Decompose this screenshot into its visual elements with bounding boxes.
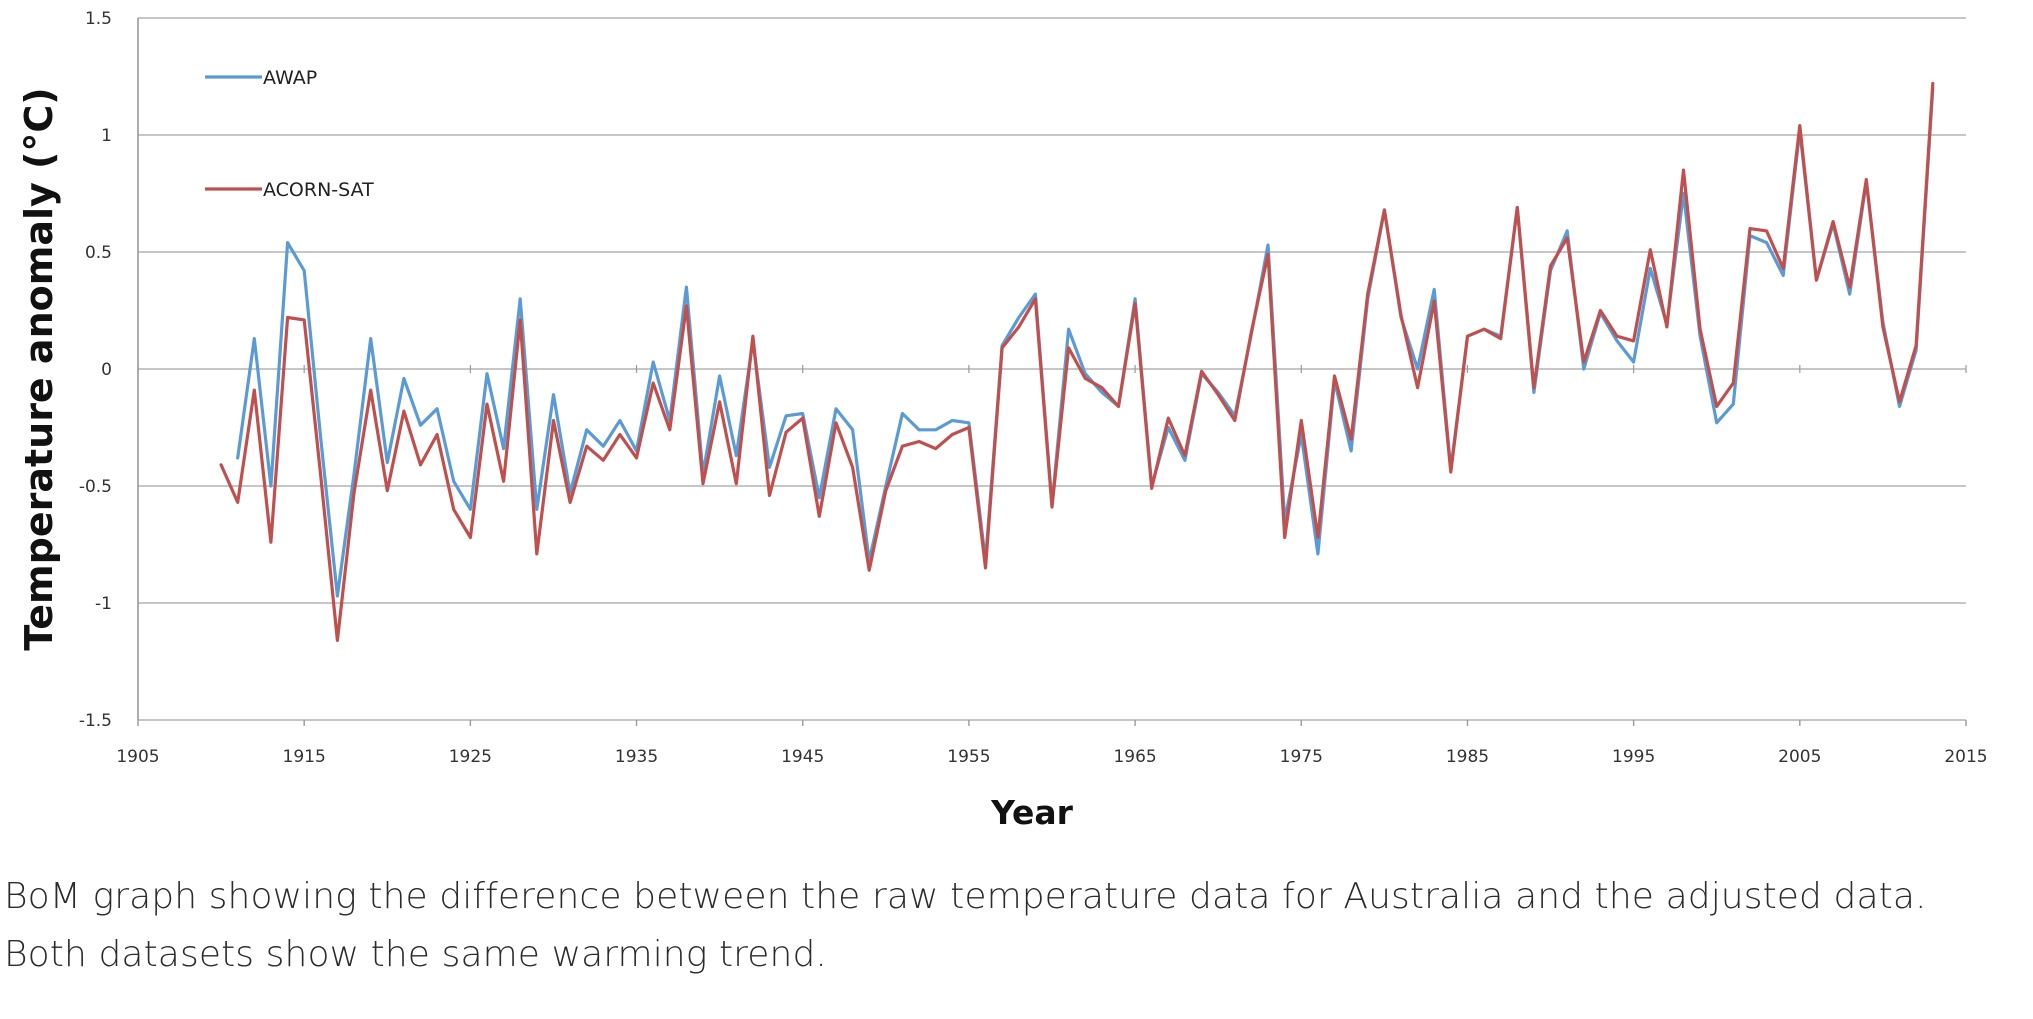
x-tick-label: 1925	[449, 747, 492, 767]
y-tick-label: -1.5	[79, 711, 112, 731]
figure-caption: BoM graph showing the difference between…	[4, 876, 1927, 975]
series-line	[236, 86, 1935, 598]
x-axis-title: Year	[990, 793, 1074, 832]
legend-entry: ACORN-SAT	[205, 179, 374, 201]
x-tick-label: 2005	[1778, 747, 1821, 767]
x-tick-label: 1945	[781, 747, 824, 767]
x-tick-label: 1915	[283, 747, 326, 767]
y-tick-label: 0	[101, 360, 112, 380]
y-tick-label: -0.5	[79, 477, 112, 497]
x-tick-label: 1955	[947, 747, 990, 767]
series-awap	[236, 86, 1935, 598]
legend-entry: AWAP	[205, 67, 317, 89]
y-tick-label: 0.5	[85, 243, 112, 263]
x-tick-label: 1935	[615, 747, 658, 767]
legend-label: ACORN-SAT	[263, 179, 374, 201]
chart-container: 1.5 1 0.5 0 -0.5 -1 -1.5 1905 1915 1925 1935 1945 19…	[17, 9, 1988, 832]
y-axis-title: Temperature anomaly (°C)	[17, 87, 61, 650]
series-line	[219, 81, 1935, 643]
x-tick-label: 1985	[1446, 747, 1489, 767]
y-tick-label: -1	[95, 594, 112, 614]
y-tick-label: 1.5	[85, 9, 112, 29]
x-tick-label: 2015	[1944, 747, 1987, 767]
legend-label: AWAP	[263, 67, 317, 89]
x-tick-label: 1905	[116, 747, 159, 767]
y-tick-label: 1	[101, 126, 112, 146]
x-tick-label: 1995	[1612, 747, 1655, 767]
series-acorn-sat	[219, 81, 1935, 643]
x-tick-label: 1965	[1113, 747, 1156, 767]
x-tick-label: 1975	[1280, 747, 1323, 767]
